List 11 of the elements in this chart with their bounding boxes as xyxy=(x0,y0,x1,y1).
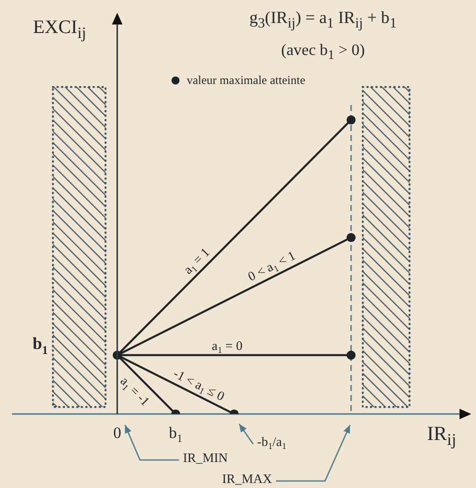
legend-label: valeur maximale atteinte xyxy=(186,72,306,88)
chart-subtitle: (avec b$_{1}$ > 0) xyxy=(280,41,366,64)
annotation: b$_{1}$ xyxy=(32,334,48,357)
text: IR_MAX xyxy=(222,470,273,486)
y-axis-title: EXCI$_{ij}$ xyxy=(33,16,86,44)
annotation: -b$_{1}$/a$_{1}$ xyxy=(257,434,286,451)
series-label: a$_{1}$ = 0 xyxy=(212,338,242,356)
x-axis-title: IR$_{ij}$ xyxy=(427,422,456,451)
chart-title: g$_{3}$(IR$_{ij}$) = a$_{1}$ IR$_{ij}$ + b$_{1}$ xyxy=(249,8,397,32)
text: IR_MIN xyxy=(183,450,228,464)
x-tick-label: 0 xyxy=(113,424,122,442)
